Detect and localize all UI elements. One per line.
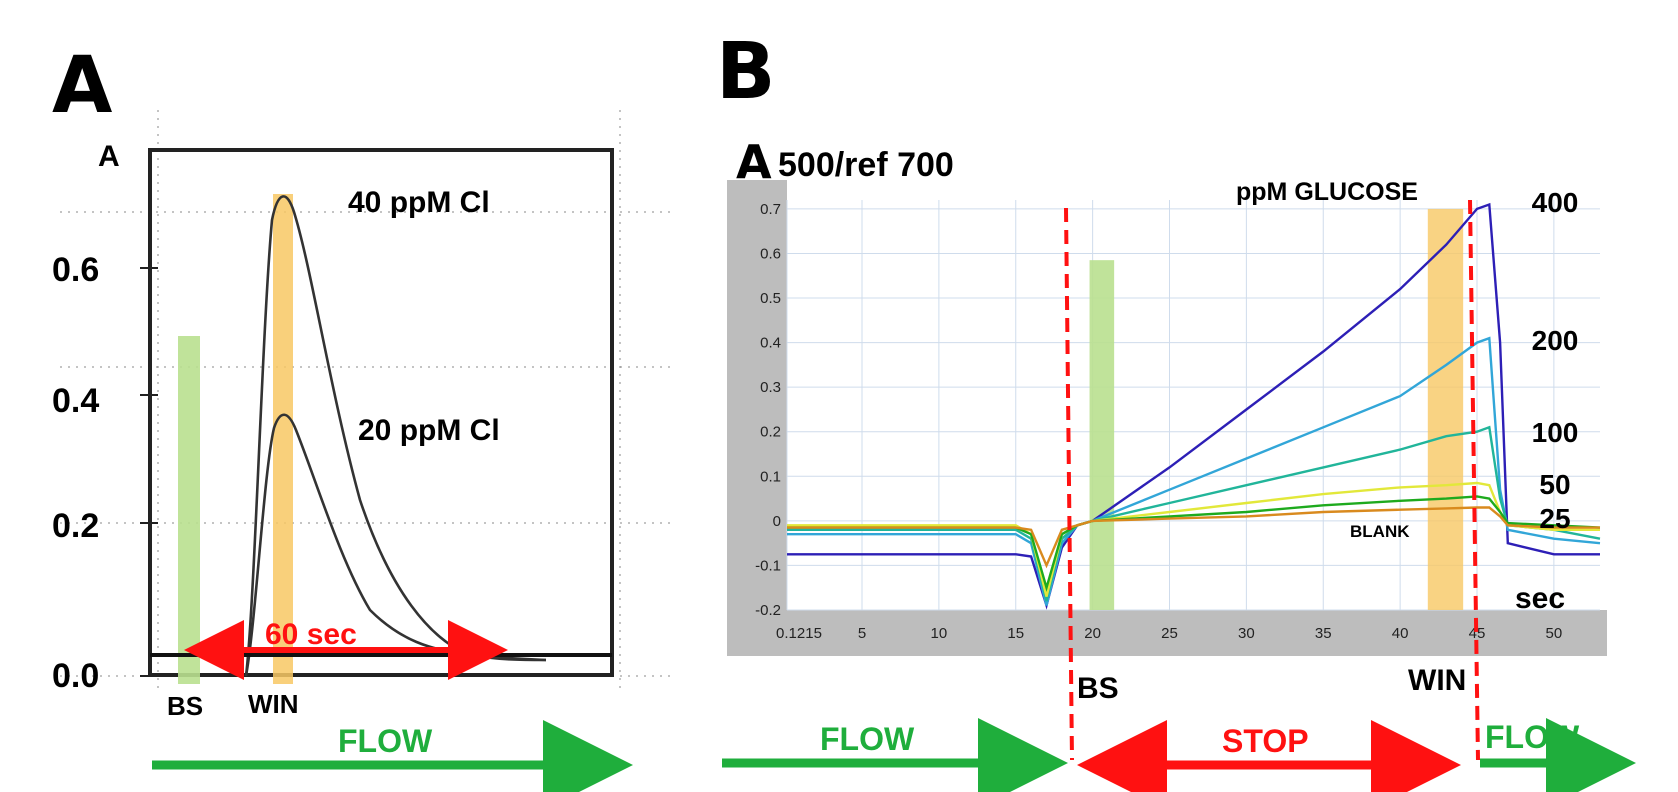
panel-b-flow-left-label: FLOW (820, 721, 915, 757)
panel-a-yticks: 0.0 0.2 0.4 0.6 (52, 251, 99, 695)
panel-a-peak-20-label: 20 ppM Cl (358, 414, 500, 447)
ytick-label: 0 (773, 513, 781, 530)
panel-b-win-label: WIN (1408, 664, 1466, 697)
series-label-50: 50 (1539, 469, 1570, 500)
panel-a-ylabel: A (98, 140, 120, 173)
panel-b-unit-label: sec (1515, 582, 1565, 615)
ytick-label: 0.1 (760, 468, 781, 485)
xtick-label: 20 (1084, 625, 1101, 642)
panel-b-blank-label: BLANK (1350, 522, 1410, 541)
xtick-label: 40 (1392, 625, 1409, 642)
panel-b-ylabel-rest: 500/ref 700 (778, 146, 954, 184)
series-label-400: 400 (1532, 187, 1579, 218)
ytick-label: 0.2 (760, 424, 781, 441)
panel-a-ytick: 0.0 (52, 657, 99, 695)
series-label-200: 200 (1532, 325, 1579, 356)
xtick-label: 0.1215 (776, 625, 822, 642)
panel-a-peak-40-label: 40 ppM Cl (348, 186, 490, 219)
panel-b-flow-right-label: FLOW (1485, 719, 1580, 755)
panel-b-grid (786, 200, 1600, 611)
panel-a-win-band (273, 194, 293, 684)
panel-b-xticks: 0.1215 5 10 15 20 25 30 35 40 45 50 (776, 625, 1562, 642)
panel-a-flow-label: FLOW (338, 723, 433, 759)
panel-a-60sec-label: 60 sec (265, 618, 357, 651)
series-line-25 (787, 495, 1601, 593)
xtick-label: 50 (1546, 625, 1563, 642)
panel-a-ytick: 0.2 (52, 507, 99, 545)
xtick-label: 30 (1238, 625, 1255, 642)
series-line-blank (787, 506, 1600, 569)
panel-b-stop-end-line (1468, 199, 1480, 761)
panel-b: B A 500/ref 700 -0.2-0.100.10.20.30.40.5… (716, 27, 1636, 792)
panel-a-ytick: 0.6 (52, 251, 99, 289)
panel-a-ytick: 0.4 (52, 382, 99, 420)
xtick-label: 35 (1315, 625, 1332, 642)
ytick-label: -0.2 (755, 602, 781, 619)
panel-a: A A 0.0 0.2 0.4 0.6 (52, 41, 670, 792)
panel-b-yticks: -0.2 -0.1 0 0.1 0.2 0.3 0.4 0.5 0.6 0.7 (755, 201, 781, 619)
ytick-label: 0.3 (760, 379, 781, 396)
ytick-label: 0.5 (760, 290, 781, 307)
panel-b-plot-area (787, 180, 1607, 610)
panel-b-bs-label: BS (1077, 672, 1119, 705)
panel-b-bs-band (1089, 260, 1115, 610)
panel-b-legend-title: ppM GLUCOSE (1236, 178, 1418, 206)
panel-b-win-band (1427, 208, 1464, 611)
xtick-label: 45 (1469, 625, 1486, 642)
ytick-label: 0.6 (760, 245, 781, 262)
xtick-label: 5 (858, 625, 866, 642)
series-label-100: 100 (1532, 417, 1579, 448)
panel-b-stop-label: STOP (1222, 723, 1309, 759)
xtick-label: 10 (931, 625, 948, 642)
ytick-label: 0.7 (760, 201, 781, 218)
series-label-25: 25 (1539, 503, 1570, 534)
xtick-label: 25 (1161, 625, 1178, 642)
ytick-label: 0.4 (760, 335, 781, 352)
panel-a-frame (148, 148, 614, 677)
panel-a-bs-band (178, 336, 200, 684)
panel-b-label: B (716, 27, 775, 117)
xtick-label: 15 (1007, 625, 1024, 642)
ytick-label: -0.1 (755, 557, 781, 574)
panel-a-bs-label: BS (167, 691, 203, 721)
panel-a-win-label: WIN (248, 689, 299, 719)
panel-b-stop-start-line (1064, 207, 1074, 761)
panel-a-label: A (52, 41, 112, 131)
panel-b-series (787, 202, 1601, 610)
